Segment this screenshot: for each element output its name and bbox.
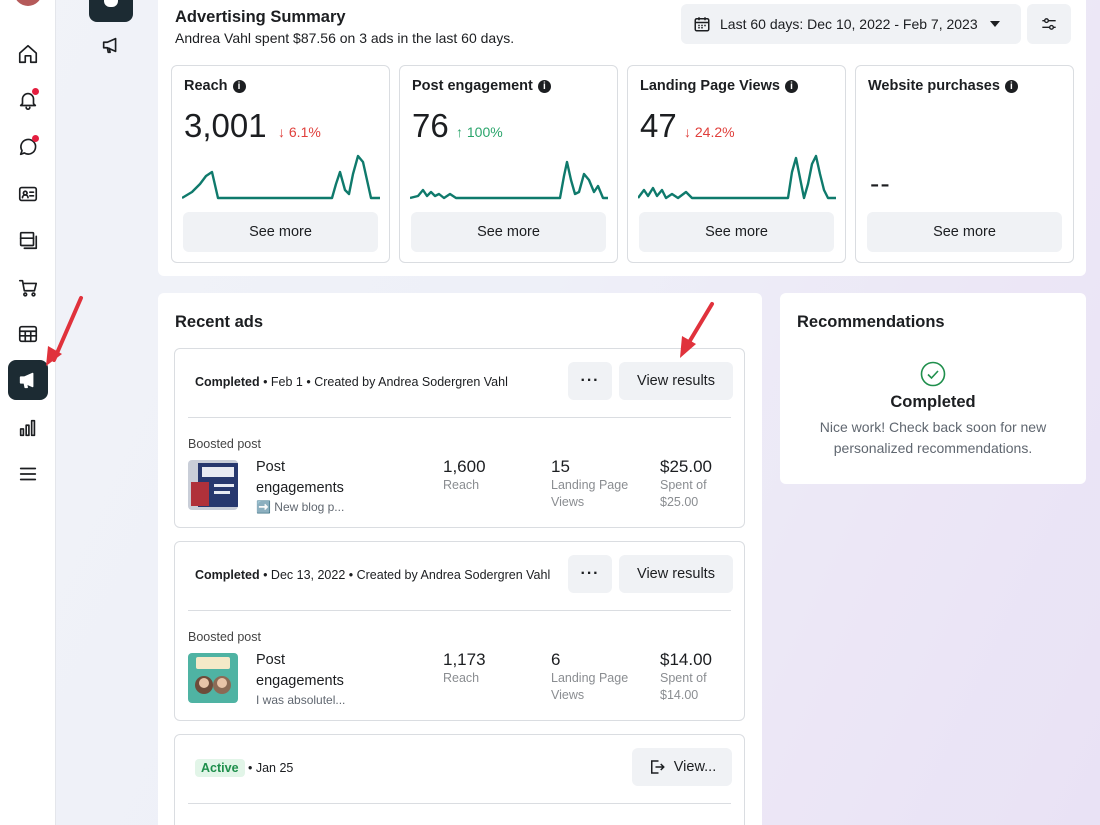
ad-card: Completed • Dec 13, 2022 • Created by An… <box>174 541 745 721</box>
view-results-button[interactable]: View results <box>619 362 733 400</box>
calendar-icon <box>694 17 710 32</box>
view-button[interactable]: View... <box>632 748 732 786</box>
content-icon[interactable] <box>8 220 48 260</box>
see-more-button[interactable]: See more <box>639 212 834 252</box>
metric-card-website-purchases: Website purchases i -- See more <box>855 65 1074 263</box>
post-name[interactable]: Post engagements <box>256 459 344 496</box>
metric-card-landing-page-views: Landing Page Views i 47 ↓ 24.2% See more <box>627 65 846 263</box>
check-circle-icon <box>920 361 946 387</box>
ad-type: Boosted post <box>188 630 261 644</box>
metric-delta: ↓ 24.2% <box>684 124 735 140</box>
ad-status-active: Active <box>195 759 245 777</box>
metric-title: Reach i <box>184 78 246 94</box>
contacts-icon[interactable] <box>8 174 48 214</box>
post-thumbnail[interactable] <box>188 460 238 510</box>
ad-status: Completed <box>195 375 260 389</box>
post-thumbnail[interactable] <box>188 653 238 703</box>
advertising-summary-card: Advertising Summary Andrea Vahl spent $8… <box>158 0 1086 276</box>
ad-header: Active • Jan 25 <box>195 759 293 777</box>
reach-stat: 1,173 Reach <box>443 650 486 685</box>
ad-type: Boosted post <box>188 437 261 451</box>
metric-value: 3,001 <box>184 107 267 144</box>
metric-value-empty: -- <box>870 168 891 199</box>
see-more-button[interactable]: See more <box>183 212 378 252</box>
recent-ads-title: Recent ads <box>175 313 264 331</box>
ad-header: Completed • Dec 13, 2022 • Created by An… <box>195 568 550 582</box>
ad-card: Active • Jan 25 View... <box>174 734 745 825</box>
ads-megaphone-icon[interactable] <box>8 360 48 400</box>
metric-title: Landing Page Views i <box>640 78 798 94</box>
chevron-down-icon <box>989 21 1000 27</box>
recent-ads-card: Recent ads Completed • Feb 1 • Created b… <box>158 293 762 825</box>
reach-stat: 1,600 Reach <box>443 457 486 492</box>
info-icon[interactable]: i <box>784 79 798 93</box>
sliders-icon <box>1042 18 1056 30</box>
more-options-button[interactable]: ··· <box>568 362 612 400</box>
notification-dot <box>32 88 39 95</box>
ad-status: Completed <box>195 568 260 582</box>
metric-title: Website purchases i <box>868 78 1018 94</box>
landing-page-views-stat: 15 Landing Page Views <box>551 457 629 509</box>
table-icon[interactable] <box>8 314 48 354</box>
ad-meta: • Feb 1 • Created by Andrea Sodergren Va… <box>259 375 508 389</box>
message-dot <box>32 135 39 142</box>
info-icon[interactable]: i <box>537 79 551 93</box>
landing-page-views-sparkline <box>638 154 836 200</box>
reach-sparkline <box>182 154 380 200</box>
metric-value: 47 <box>640 107 677 144</box>
post-description: I was absolutel... <box>256 693 346 707</box>
megaphone-icon[interactable] <box>100 34 122 56</box>
divider <box>188 417 731 418</box>
more-options-button[interactable]: ··· <box>568 555 612 593</box>
home-icon[interactable] <box>8 34 48 74</box>
recommendations-title: Recommendations <box>797 313 945 331</box>
view-results-button[interactable]: View results <box>619 555 733 593</box>
left-nav-bar <box>0 0 56 825</box>
spent-stat: $14.00 Spent of $14.00 <box>660 650 712 702</box>
menu-icon[interactable] <box>8 454 48 494</box>
recommendations-status: Completed <box>890 393 976 411</box>
info-icon[interactable]: i <box>232 79 246 93</box>
spent-stat: $25.00 Spent of $25.00 <box>660 457 712 509</box>
ad-meta: • Jan 25 <box>244 761 294 775</box>
profile-avatar[interactable] <box>14 0 42 6</box>
exit-icon <box>650 760 665 774</box>
date-range-label: Last 60 days: Dec 10, 2022 - Feb 7, 2023 <box>720 16 978 32</box>
post-engagement-sparkline <box>410 160 608 200</box>
metric-value: 76 <box>412 107 449 144</box>
messages-icon[interactable] <box>8 127 48 167</box>
insights-icon[interactable] <box>8 408 48 448</box>
post-name[interactable]: Post engagements <box>256 652 344 689</box>
metric-card-reach: Reach i 3,001 ↓ 6.1% See more <box>171 65 390 263</box>
date-range-button[interactable]: Last 60 days: Dec 10, 2022 - Feb 7, 2023 <box>681 4 1021 44</box>
see-more-button[interactable]: See more <box>867 212 1062 252</box>
metric-delta: ↓ 6.1% <box>278 124 321 140</box>
sub-nav-active-tab[interactable] <box>89 0 133 22</box>
filter-settings-button[interactable] <box>1027 4 1071 44</box>
recommendations-message: Nice work! Check back soon for new perso… <box>819 419 1047 456</box>
see-more-button[interactable]: See more <box>411 212 606 252</box>
metric-card-post-engagement: Post engagement i 76 ↑ 100% See more <box>399 65 618 263</box>
ad-meta: • Dec 13, 2022 • Created by Andrea Soder… <box>259 568 551 582</box>
info-icon[interactable]: i <box>1004 79 1018 93</box>
notifications-icon[interactable] <box>8 80 48 120</box>
summary-title: Advertising Summary <box>175 8 346 26</box>
metric-delta: ↑ 100% <box>456 124 503 140</box>
landing-page-views-stat: 6 Landing Page Views <box>551 650 629 702</box>
recommendations-card: Recommendations Completed Nice work! Che… <box>780 293 1086 484</box>
divider <box>188 610 731 611</box>
post-description: ➡️ New blog p... <box>256 500 345 514</box>
metric-title: Post engagement i <box>412 78 551 94</box>
ad-header: Completed • Feb 1 • Created by Andrea So… <box>195 375 508 389</box>
summary-subtitle: Andrea Vahl spent $87.56 on 3 ads in the… <box>175 30 515 46</box>
ad-card: Completed • Feb 1 • Created by Andrea So… <box>174 348 745 528</box>
shop-icon[interactable] <box>8 268 48 308</box>
divider <box>188 803 731 804</box>
